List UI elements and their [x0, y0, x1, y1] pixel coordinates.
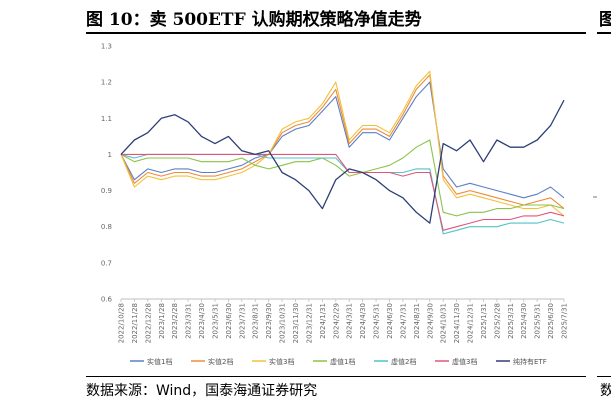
x-tick-label: 2023/4/30 — [198, 303, 206, 339]
x-tick-label: 2024/7/31 — [399, 303, 407, 339]
x-tick-label: 2024/5/31 — [373, 303, 381, 339]
x-tick-label: 2022/10/28 — [118, 303, 126, 343]
x-tick-label: 2022/12/28 — [144, 303, 152, 343]
y-axis: 0.6 0.7 0.8 0.9 1 1.1 1.2 1.3 — [101, 43, 113, 304]
x-tick-label: 2024/6/30 — [386, 303, 394, 339]
x-tick-label: 2024/11/30 — [453, 303, 461, 343]
x-tick-label: 2023/9/30 — [265, 303, 273, 339]
legend: 实值1档 实值2档 实值3档 虚值1档 虚值2档 虚值3档 纯持有ETF — [130, 357, 547, 366]
x-tick-label: 2023/8/31 — [252, 303, 260, 339]
legend-label: 虚值1档 — [330, 357, 355, 366]
legend-label: 实值2档 — [208, 357, 233, 366]
legend-label: 实值1档 — [147, 357, 172, 366]
x-tick-label: 2023/10/31 — [279, 303, 287, 343]
source-bar: 数据来源：Wind，国泰海通证券研究 — [86, 376, 586, 407]
x-tick-label: 2023/6/30 — [225, 303, 233, 339]
x-tick-label: 2025/3/31 — [507, 303, 515, 339]
plot-lines — [120, 70, 565, 235]
figure-title-bar: 图 10：卖 500ETF 认购期权策略净值走势 — [86, 6, 586, 34]
x-tick-label: 2022/11/28 — [131, 303, 139, 343]
x-tick-label: 2024/8/31 — [413, 303, 421, 339]
x-tick-label: 2025/4/30 — [520, 303, 528, 339]
x-tick-label: 2023/2/28 — [171, 303, 179, 339]
x-tick-label: 2023/7/31 — [238, 303, 246, 339]
x-tick-label: 2024/1/31 — [319, 303, 327, 339]
x-tick-label: 2023/1/28 — [158, 303, 166, 339]
y-tick-label: 1.1 — [101, 115, 112, 123]
x-tick-label: 2024/10/31 — [440, 303, 448, 343]
x-tick-label: 2025/5/31 — [534, 303, 542, 339]
y-tick-label: 1.3 — [101, 43, 112, 51]
x-tick-label: 2023/11/30 — [292, 303, 300, 343]
legend-label: 虚值3档 — [452, 357, 477, 366]
x-tick-label: 2024/9/30 — [426, 303, 434, 339]
y-tick-label: 0.9 — [101, 187, 112, 195]
series-line — [120, 139, 565, 217]
line-chart: 0.6 0.7 0.8 0.9 1 1.1 1.2 1.3 2022/10/28 2022/11… — [101, 43, 569, 367]
x-tick-label: 2023/5/31 — [211, 303, 219, 339]
series-line — [120, 99, 565, 224]
series-line — [120, 153, 565, 235]
series-line — [120, 74, 565, 210]
x-tick-label: 2024/4/30 — [359, 303, 367, 339]
x-tick-label: 2025/1/31 — [480, 303, 488, 339]
y-tick-label: 1 — [108, 151, 112, 159]
adjacent-figure-title: 图 — [599, 6, 611, 30]
series-line — [120, 81, 565, 199]
adjacent-figure-title-bar: 图 — [597, 6, 611, 34]
x-tick-label: 2025/6/30 — [547, 303, 555, 339]
y-tick-label: 0.7 — [101, 259, 112, 267]
y-tick-label: 1.2 — [101, 79, 112, 87]
legend-label: 虚值2档 — [391, 357, 416, 366]
figure-title: 图 10：卖 500ETF 认购期权策略净值走势 — [86, 10, 422, 30]
y-tick-label: 0.8 — [101, 223, 112, 231]
x-axis: 2022/10/28 2022/11/28 2022/12/28 2023/1/28 2… — [118, 298, 569, 343]
series-line — [121, 153, 565, 231]
x-tick-label: 2025/2/28 — [493, 303, 501, 339]
x-tick-label: 2024/2/29 — [332, 303, 340, 339]
x-tick-label: 2023/12/31 — [305, 303, 313, 343]
adjacent-source-bar: 数 — [597, 376, 611, 407]
adjacent-mark — [593, 196, 597, 198]
x-tick-label: 2024/3/31 — [346, 303, 354, 339]
y-tick-label: 0.6 — [101, 296, 113, 304]
legend-label: 纯持有ETF — [513, 357, 547, 366]
x-tick-label: 2024/12/31 — [467, 303, 475, 343]
x-tick-label: 2025/7/31 — [561, 303, 569, 339]
series-line — [120, 70, 565, 217]
adjacent-source-note: 数 — [600, 380, 611, 400]
source-note: 数据来源：Wind，国泰海通证券研究 — [86, 383, 318, 399]
legend-label: 实值3档 — [269, 357, 294, 366]
x-tick-label: 2023/3/31 — [185, 303, 193, 339]
